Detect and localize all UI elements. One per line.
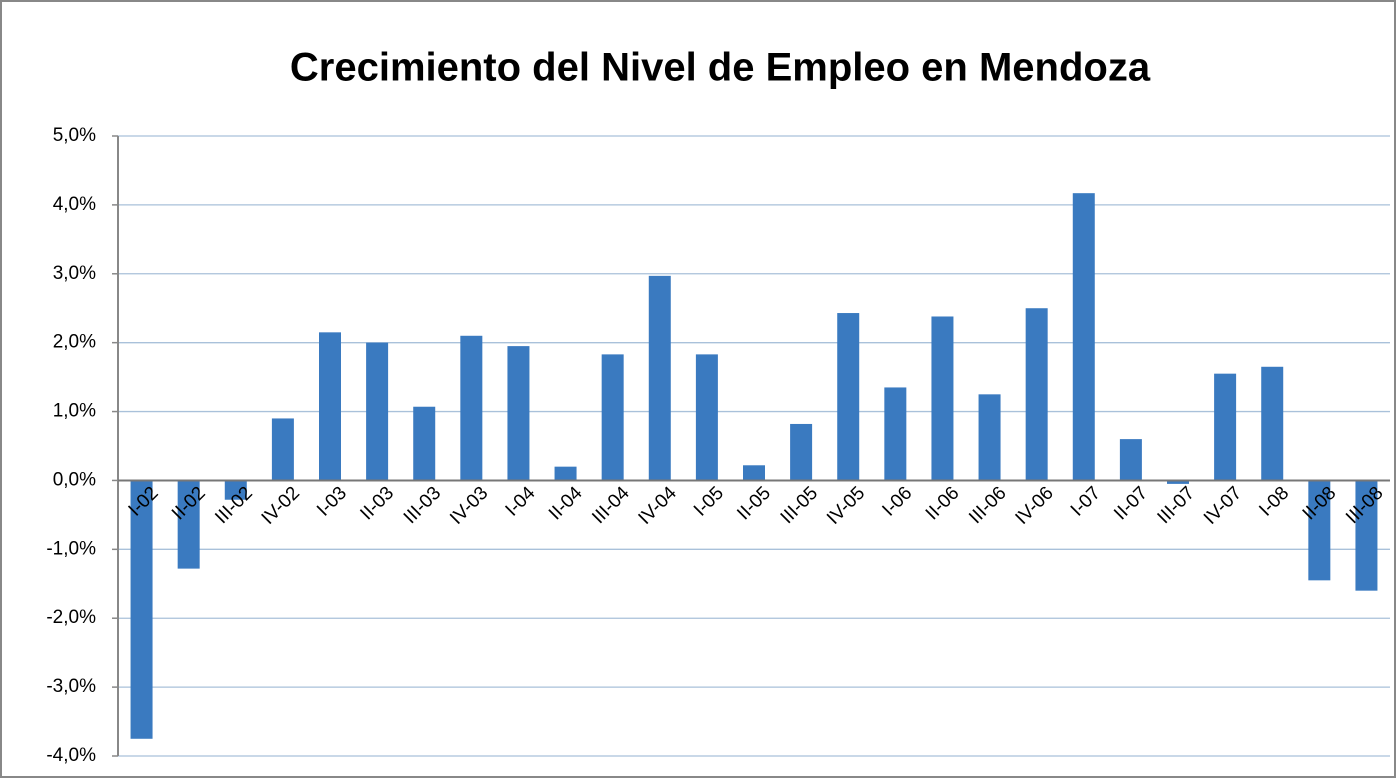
bar bbox=[177, 480, 200, 569]
bar bbox=[1072, 193, 1095, 481]
bar bbox=[931, 316, 954, 481]
bar bbox=[224, 480, 247, 500]
bar bbox=[790, 423, 813, 481]
bar bbox=[1261, 366, 1284, 481]
y-tick-label: 3,0% bbox=[53, 263, 96, 284]
bar bbox=[1119, 439, 1142, 481]
y-tick-label: -1,0% bbox=[46, 538, 96, 559]
bar bbox=[1355, 480, 1378, 591]
bar bbox=[743, 465, 765, 481]
bar bbox=[271, 418, 294, 481]
bar bbox=[1214, 373, 1237, 481]
y-tick-label: 2,0% bbox=[53, 332, 96, 353]
bar bbox=[366, 342, 389, 481]
bar bbox=[837, 313, 860, 481]
bar bbox=[1025, 308, 1048, 481]
bar bbox=[130, 480, 153, 739]
y-tick-label: 0,0% bbox=[53, 469, 96, 490]
bar bbox=[695, 354, 718, 481]
bar bbox=[884, 387, 907, 481]
y-tick-label: -2,0% bbox=[46, 607, 96, 628]
bar bbox=[1167, 480, 1189, 484]
bar bbox=[507, 346, 530, 481]
bar bbox=[978, 394, 1001, 481]
y-tick-label: -4,0% bbox=[46, 745, 96, 766]
bar bbox=[460, 335, 483, 481]
bar bbox=[554, 466, 577, 481]
y-tick-label: 1,0% bbox=[53, 401, 96, 422]
y-tick-label: 4,0% bbox=[53, 194, 96, 215]
bar bbox=[648, 275, 671, 481]
y-tick-label: 5,0% bbox=[53, 125, 96, 146]
bar bbox=[319, 332, 341, 481]
bar bbox=[1308, 480, 1331, 581]
chart-title: Crecimiento del Nivel de Empleo en Mendo… bbox=[290, 46, 1151, 90]
y-tick-label: -3,0% bbox=[46, 676, 96, 697]
bar bbox=[413, 406, 436, 481]
bar bbox=[601, 354, 624, 481]
